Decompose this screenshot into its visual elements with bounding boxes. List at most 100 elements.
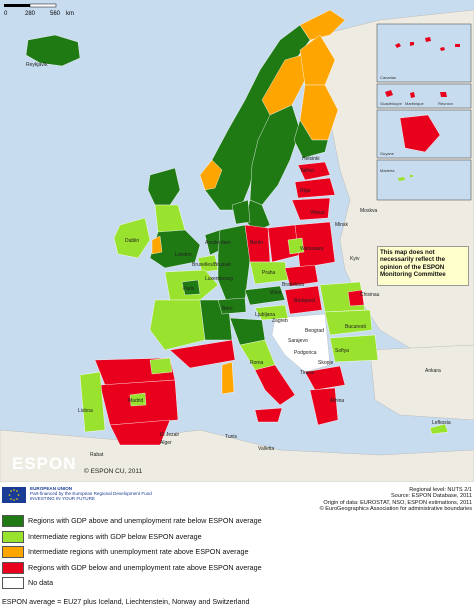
scale-tick-1: 280 (25, 11, 36, 17)
hungary-region (284, 285, 323, 315)
poland-region-east (294, 221, 336, 269)
eu-text-line: Part-financed by the European Regional D… (30, 491, 152, 497)
eu-funding-text: EUROPEAN UNION Part-financed by the Euro… (30, 486, 152, 502)
scale-tick-0: 0 (4, 11, 8, 17)
city-label-tirana: Tirana (300, 370, 314, 376)
legend-label: Intermediate regions with unemployment r… (28, 547, 249, 556)
city-label-bratislava: Bratislava (282, 282, 304, 288)
legend-item: Intermediate regions with GDP below ESPO… (0, 530, 474, 546)
city-label-kyiv: Kyiv (350, 256, 360, 262)
sicily-region (254, 407, 283, 423)
france-region-paris (181, 279, 201, 296)
inset-label-martinique: Martinique (405, 101, 424, 106)
city-label-minsk: Minsk (335, 222, 349, 228)
copyright-text: © ESPON CU, 2011 (84, 468, 143, 475)
city-label-tunis: Tunis (225, 434, 238, 440)
source-line: Source: ESPON Database, 2011 (390, 493, 472, 500)
cyprus-region (429, 423, 449, 435)
city-label-dublin: Dublin (125, 238, 140, 244)
inset-label-reunion: Réunion (438, 101, 453, 106)
city-label-berlin: Berlin (250, 240, 263, 246)
france-region-west (149, 299, 206, 351)
romania-region-south (324, 309, 373, 336)
source-line: Regional level: NUTS 2/1 (409, 487, 472, 493)
city-label-roma: Roma (250, 360, 264, 366)
city-label-madrid: Madrid (128, 398, 144, 404)
austria-region (244, 285, 286, 306)
iceland-region (25, 34, 81, 67)
eu-flag-icon (2, 487, 26, 503)
espon-average-note: ESPON average = EU27 plus Iceland, Liech… (2, 597, 250, 606)
lithuania-region (291, 197, 331, 221)
city-label-wien: Wien (270, 290, 282, 296)
city-label-podgorica: Podgorica (294, 350, 317, 356)
city-label-sofiya: Sofiya (335, 348, 349, 354)
spain-region-northeast (149, 357, 173, 375)
legend-swatch (2, 530, 24, 543)
scotland-region (147, 167, 181, 206)
eu-text-line: INVESTING IN YOUR FUTURE (30, 496, 95, 502)
city-label-ankara: Ankara (425, 368, 441, 374)
legend-item: Regions with GDP above and unemployment … (0, 514, 474, 530)
norway-region-west (199, 159, 223, 191)
inset-label-madeira: Madeira (380, 168, 395, 173)
city-label-alger: Alger (160, 440, 172, 446)
greece-region-south (309, 387, 339, 426)
legend-label: Regions with GDP above and unemployment … (28, 516, 262, 525)
map-disclaimer: This map does not necessarily reflect th… (377, 246, 469, 286)
sweden-region-central (249, 104, 301, 206)
latvia-region (294, 177, 336, 199)
scale-unit: km (66, 11, 74, 17)
legend-label: Regions with GDP below and unemployment … (28, 562, 262, 572)
source-line: Origin of data: EUROSTAT, NSO, ESPON est… (323, 499, 472, 506)
inset-label-guyane: Guyane (380, 151, 395, 156)
romania-region-east (347, 289, 365, 307)
madeira-islands (398, 175, 413, 181)
spain-region-south (109, 419, 171, 446)
inset-antilles (376, 83, 472, 109)
city-label-athina: Athina (330, 398, 345, 404)
city-label-beograd: Beograd (305, 328, 324, 334)
antilles-islands (385, 90, 447, 98)
scale-bar: 0 280 560 km (4, 3, 74, 17)
non-eu-land-turkey (369, 344, 474, 421)
legend-item: Intermediate regions with unemployment r… (0, 545, 474, 561)
spain-region-madrid (129, 392, 147, 407)
finland-region-north (299, 34, 336, 86)
inset-label-guadeloupe: Guadeloupe (380, 101, 402, 106)
inset-madeira (376, 159, 472, 201)
slovakia-region (284, 264, 319, 287)
city-label-riga: Riga (300, 188, 311, 194)
source-line: © EuroGeographics Association for admini… (319, 506, 472, 513)
city-label-valletta: Valletta (258, 446, 275, 452)
city-label-skopje: Skopje (318, 360, 334, 366)
city-label-warszawa: Warszawa (300, 246, 324, 252)
italy-region-south (254, 364, 296, 406)
denmark-region (231, 199, 251, 225)
legend-swatch (2, 515, 24, 527)
city-label-reykjavik: Reykjavík (26, 62, 48, 68)
slovenia-croatia-region (254, 304, 289, 321)
city-label-ljubljana: Ljubljana (255, 312, 276, 318)
city-label-lisboa: Lisboa (78, 408, 93, 414)
city-label-helsinki: Helsinki (302, 156, 320, 162)
city-label-el-jezair: El Jezair (160, 432, 180, 438)
city-label-rabat: Rabat (90, 452, 104, 458)
france-region-south (169, 339, 236, 369)
guyane-region (399, 114, 441, 153)
legend-swatch (2, 561, 24, 574)
city-label-tallinn: Tallinn (300, 168, 315, 174)
city-label-bucuresti: Bucuresti (345, 324, 366, 330)
legend-swatch (2, 546, 24, 558)
finland-region-south (293, 119, 329, 159)
source-info: Regional level: NUTS 2/1 Source: ESPON D… (320, 487, 472, 513)
legend-label: No data (28, 578, 54, 587)
bulgaria-region (329, 334, 379, 363)
city-label-london: London (175, 252, 192, 258)
sardinia-region (221, 361, 235, 395)
europe-map (0, 9, 474, 482)
norway-region-north (299, 9, 346, 41)
wales-region (151, 235, 163, 255)
canarias-islands (395, 37, 460, 51)
city-label-praha: Praha (262, 270, 276, 276)
